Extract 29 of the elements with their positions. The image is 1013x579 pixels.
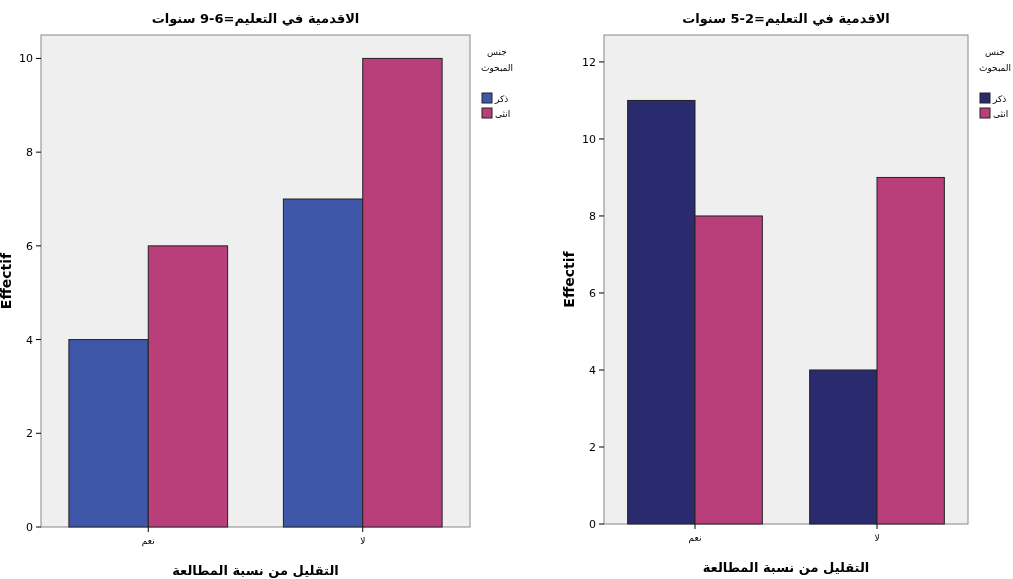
legend-title: جنس المبحوث — [978, 47, 1012, 73]
y-axis-title: Effectif — [0, 251, 14, 310]
y-tick-label: 0 — [26, 521, 33, 534]
chart-title: الاقدمية في التعليم=6-9 سنوات — [151, 11, 360, 26]
legend-label: ذكر — [992, 94, 1007, 104]
y-tick-label: 6 — [26, 239, 33, 253]
y-tick-label: 8 — [26, 146, 33, 160]
y-tick-label: 0 — [589, 518, 596, 531]
legend-title: جنس المبحوث — [480, 47, 514, 73]
y-tick-label: 10 — [582, 132, 596, 146]
y-tick-label: 4 — [26, 333, 33, 347]
x-tick-label: نعم — [141, 536, 155, 547]
y-axis-title: Effectif — [561, 250, 577, 308]
y-tick-label: 10 — [19, 52, 33, 66]
y-tick-label: 2 — [26, 427, 33, 441]
legend-label: انثى — [993, 109, 1009, 119]
y-tick-label: 4 — [589, 363, 596, 377]
y-tick-label: 2 — [589, 440, 596, 454]
x-tick-label: لا — [874, 533, 880, 543]
x-tick-label: لا — [360, 536, 366, 546]
legend-label: ذكر — [494, 94, 509, 104]
y-tick-label: 6 — [589, 286, 596, 300]
x-axis-title: التقليل من نسبة المطالعة — [702, 560, 870, 575]
x-tick-label: نعم — [688, 533, 702, 544]
x-axis-title: التقليل من نسبة المطالعة — [172, 563, 339, 578]
y-tick-label: 12 — [582, 55, 596, 69]
chart-title: الاقدمية في التعليم=2-5 سنوات — [682, 11, 890, 26]
legend-label: انثى — [495, 109, 511, 119]
y-tick-label: 8 — [589, 209, 596, 223]
